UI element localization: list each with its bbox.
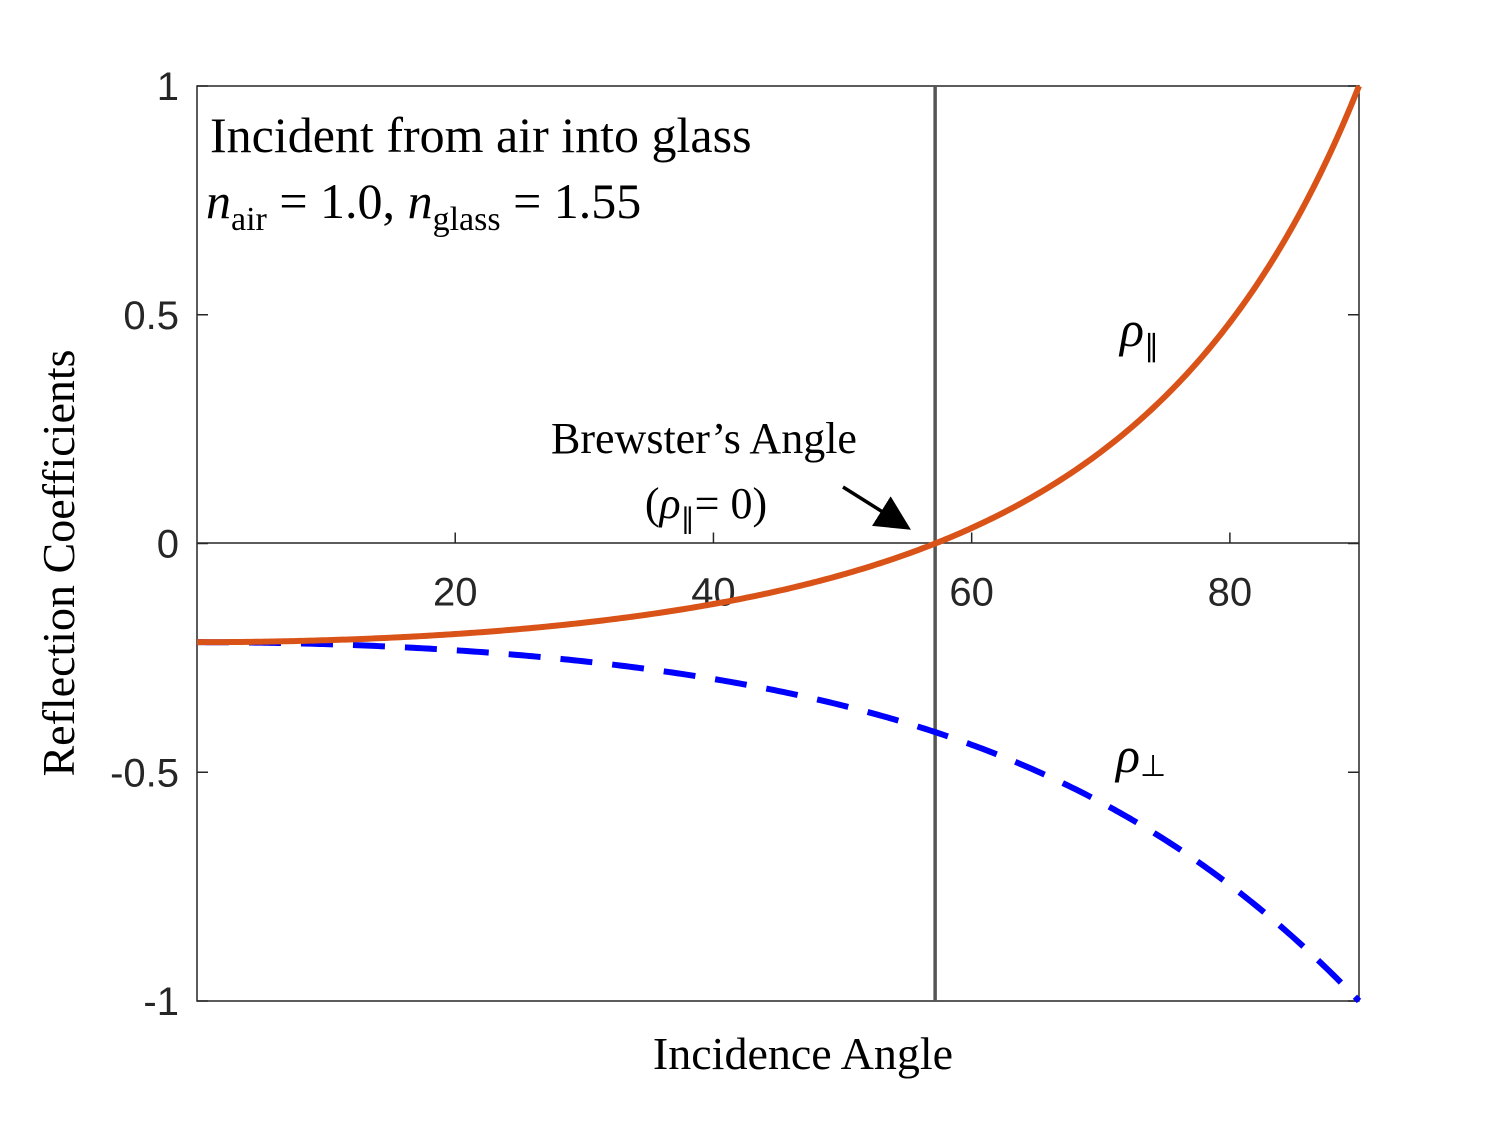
x-tick-label: 80 <box>1208 571 1253 615</box>
y-tick-label: -0.5 <box>110 751 179 795</box>
eq-middle: = 1.0, <box>267 173 408 229</box>
perpendicular-symbol: ρ <box>1114 727 1140 783</box>
eq-n-glass: n <box>408 173 433 229</box>
series-line-parallel <box>197 84 1362 646</box>
x-tick-label: 60 <box>949 571 994 615</box>
brewster-rho-subscript: ∥ <box>681 504 695 535</box>
parallel-symbol: ρ <box>1118 301 1144 357</box>
perpendicular-subscript: ⊥ <box>1140 750 1166 783</box>
y-tick-label: 0 <box>157 523 179 567</box>
brewster-annotation-line1: Brewster’s Angle <box>551 414 857 463</box>
legend-label-parallel: ρ∥ <box>1118 301 1159 363</box>
legend-label-perpendicular: ρ⊥ <box>1114 727 1166 783</box>
annotation-title: Incident from air into glass <box>210 107 752 163</box>
brewster-close: = 0) <box>695 479 767 528</box>
parallel-subscript: ∥ <box>1144 330 1159 363</box>
y-tick-label: 1 <box>157 65 179 109</box>
y-axis-title: Reflection Coefficients <box>33 349 84 776</box>
y-tick-label: 0.5 <box>123 294 179 338</box>
y-tick-label: -1 <box>143 980 179 1024</box>
eq-n-air: n <box>206 173 231 229</box>
y-tick-labels: -1 -0.5 0 0.5 1 <box>110 65 179 1024</box>
annotation-equation: nair = 1.0, nglass = 1.55 <box>206 173 641 238</box>
brewster-rho: ρ <box>658 479 681 528</box>
x-tick-label: 20 <box>433 571 478 615</box>
brewster-annotation-line2: (ρ∥= 0) <box>645 479 767 535</box>
brewster-arrow <box>842 485 911 530</box>
eq-glass-subscript: glass <box>433 201 501 238</box>
eq-air-subscript: air <box>231 201 268 238</box>
brewster-open-paren: ( <box>645 479 660 528</box>
tick-marks <box>197 85 1359 1002</box>
eq-end: = 1.55 <box>501 173 642 229</box>
x-axis-title: Incidence Angle <box>653 1028 953 1079</box>
series-line-perpendicular <box>197 639 1362 1004</box>
